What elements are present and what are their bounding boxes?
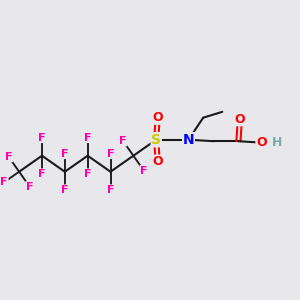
Text: F: F	[5, 152, 12, 162]
Text: F: F	[119, 136, 127, 146]
Text: O: O	[152, 111, 163, 124]
Text: F: F	[61, 148, 69, 158]
Text: F: F	[84, 133, 92, 142]
Text: F: F	[38, 133, 46, 142]
Text: F: F	[84, 169, 92, 179]
Text: O: O	[235, 113, 245, 126]
Text: H: H	[272, 136, 283, 149]
Text: O: O	[256, 136, 267, 149]
Text: F: F	[140, 166, 148, 176]
Text: F: F	[38, 169, 46, 179]
Text: F: F	[107, 185, 114, 195]
Text: N: N	[183, 133, 194, 147]
Text: S: S	[151, 133, 161, 147]
Text: F: F	[26, 182, 33, 192]
Text: F: F	[107, 148, 114, 158]
Text: O: O	[152, 155, 163, 168]
Text: F: F	[61, 185, 69, 195]
Text: F: F	[1, 177, 8, 187]
